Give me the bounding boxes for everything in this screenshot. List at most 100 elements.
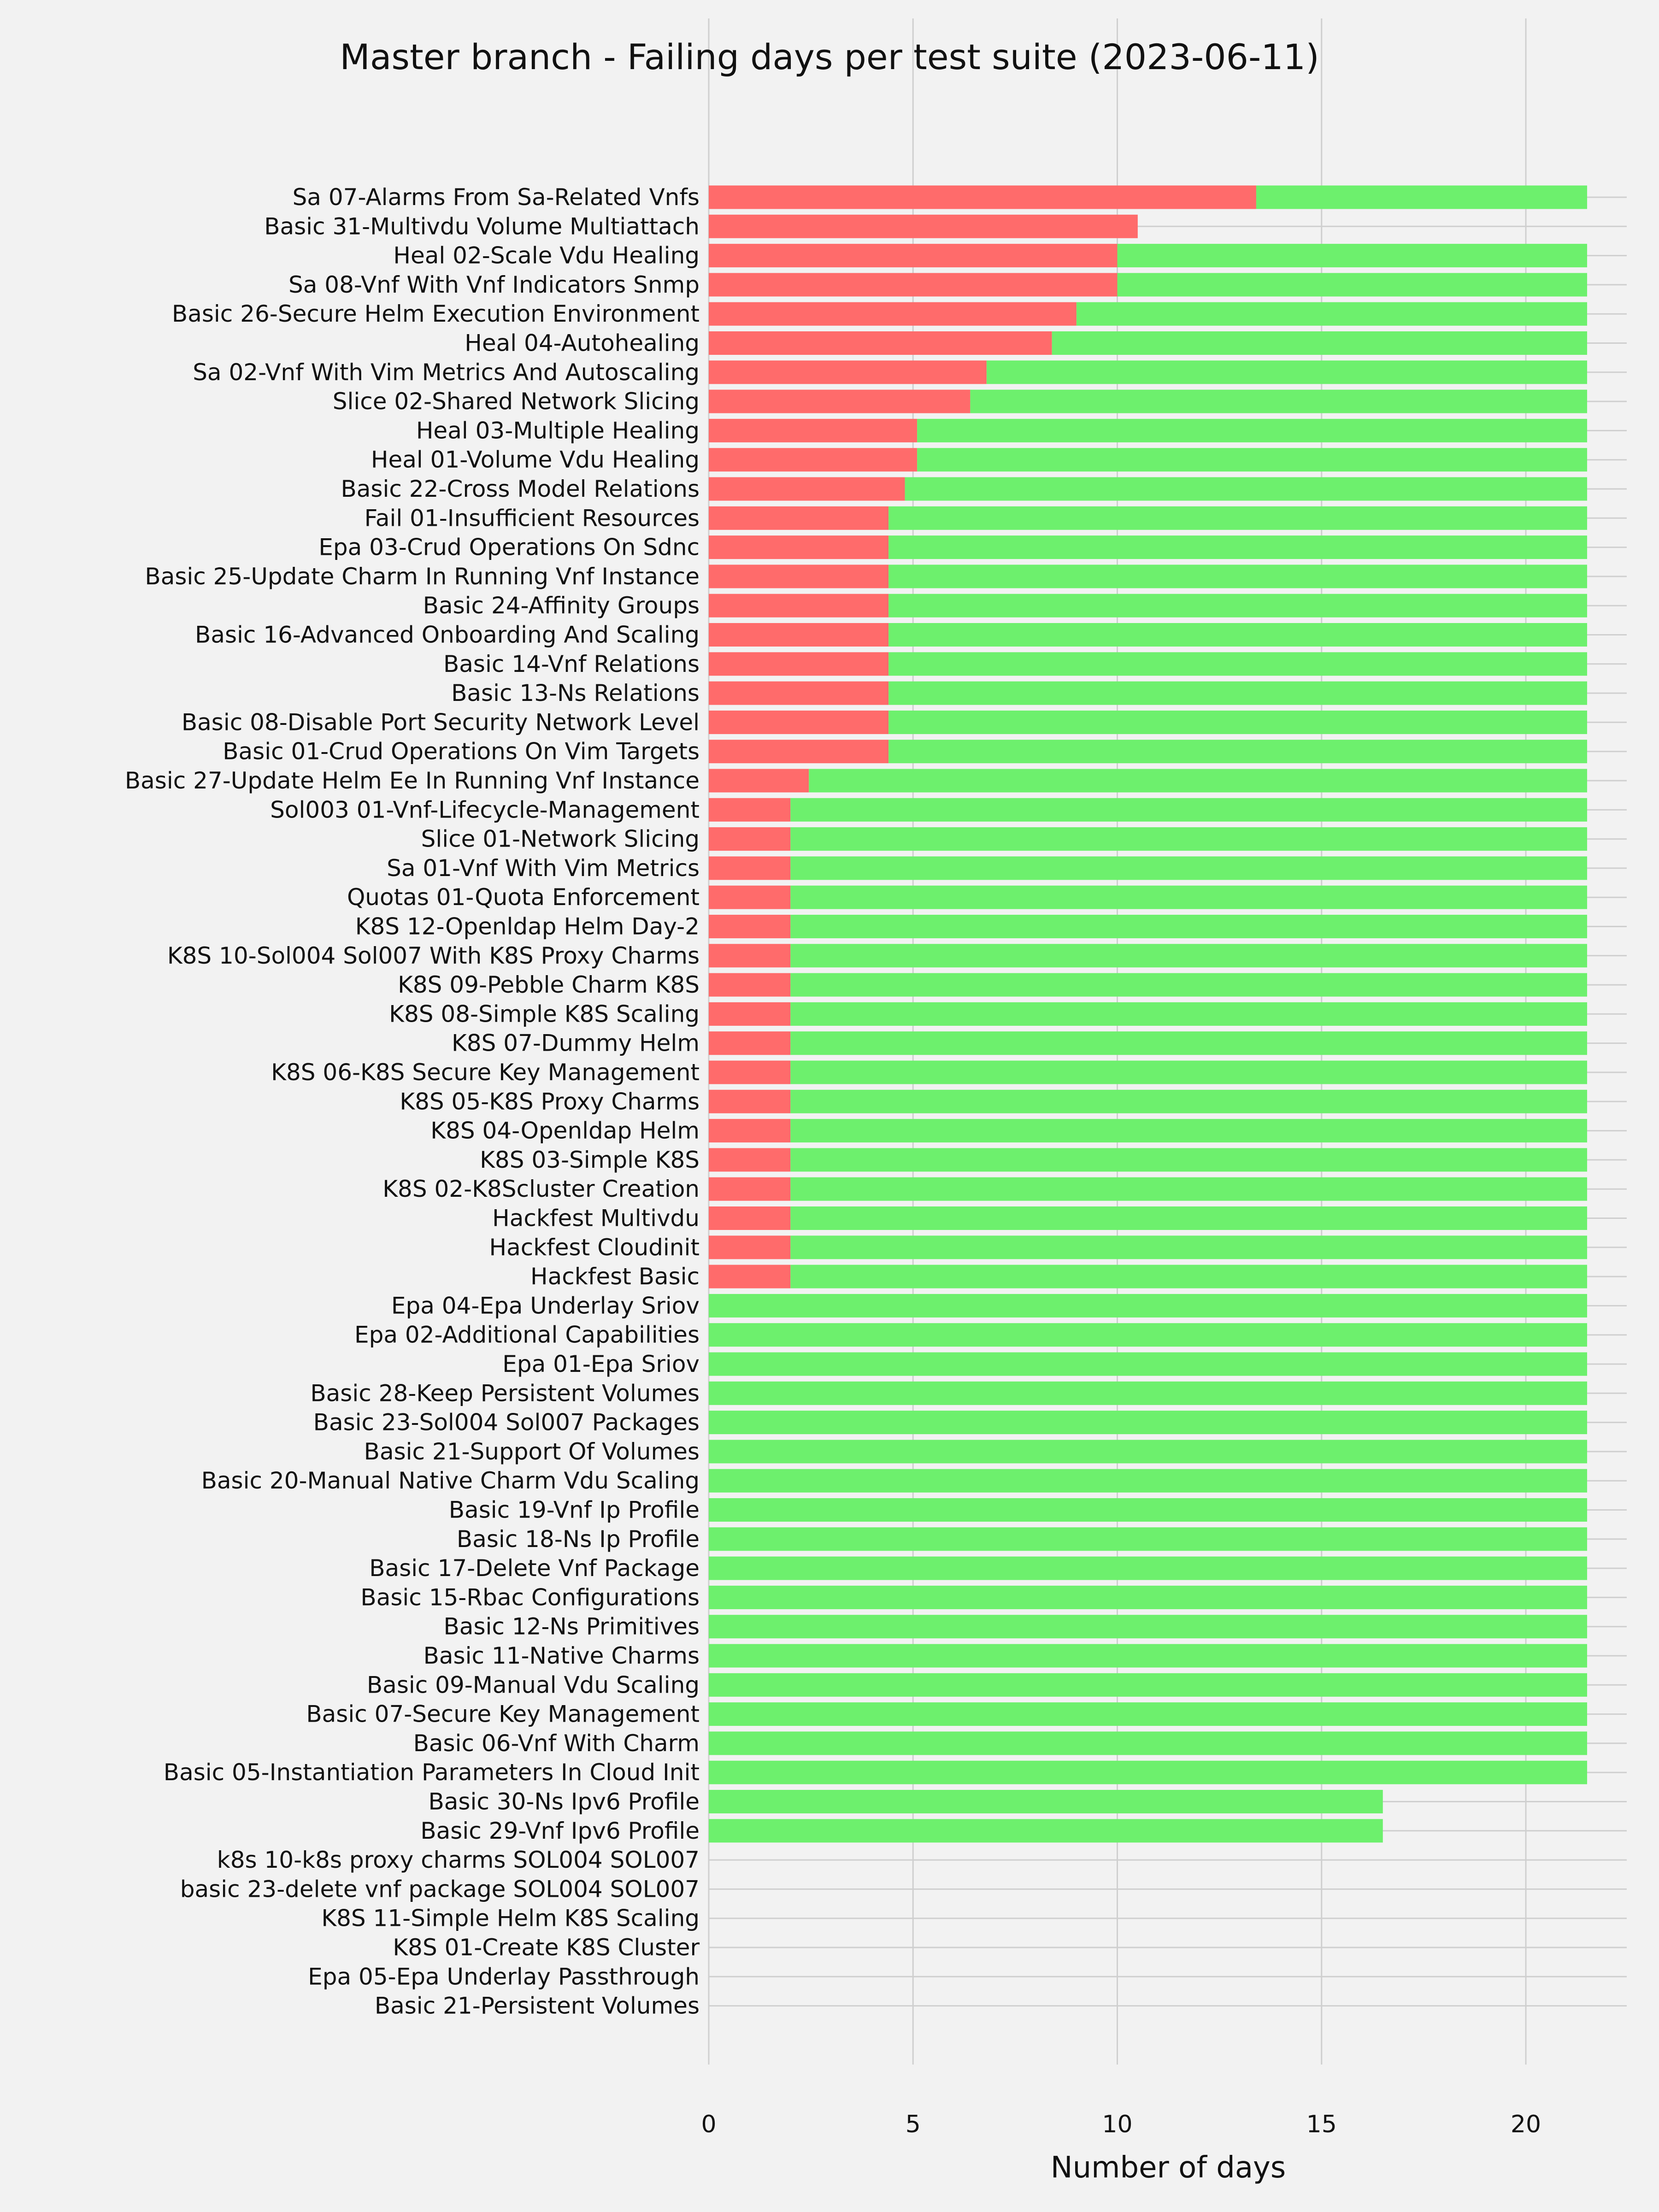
- y-tick-label-35: Hackfest Multivdu: [492, 1205, 700, 1232]
- y-tick-label-18: Basic 08-Disable Port Security Network L…: [182, 709, 700, 735]
- bar-segment-1-row-27: [790, 973, 1587, 997]
- bar-segment-1-row-22: [790, 827, 1587, 851]
- y-tick-label-55: Basic 30-Ns Ipv6 Profile: [428, 1788, 700, 1815]
- y-tick-label-1: Basic 31-Multivdu Volume Multiattach: [264, 213, 700, 240]
- y-tick-label-54: Basic 05-Instantiation Parameters In Clo…: [164, 1759, 700, 1786]
- y-tick-label-2: Heal 02-Scale Vdu Healing: [393, 242, 700, 269]
- y-tick-label-28: K8S 08-Simple K8S Scaling: [389, 1000, 700, 1027]
- bar-segment-1-row-42: [709, 1411, 1587, 1435]
- bar-segment-1-row-3: [1117, 273, 1587, 297]
- y-tick-label-56: Basic 29-Vnf Ipv6 Profile: [420, 1818, 700, 1844]
- y-tick-label-40: Epa 01-Epa Sriov: [502, 1351, 700, 1377]
- bar-segment-1-row-6: [986, 360, 1587, 384]
- y-tick-label-50: Basic 11-Native Charms: [424, 1642, 700, 1669]
- y-tick-label-4: Basic 26-Secure Helm Execution Environme…: [172, 300, 700, 327]
- bar-segment-1-row-25: [790, 915, 1587, 938]
- bar-segment-0-row-17: [709, 681, 889, 705]
- bar-segment-1-row-33: [790, 1148, 1587, 1172]
- bar-segment-1-row-44: [709, 1469, 1587, 1493]
- bar-segment-0-row-0: [709, 185, 1256, 209]
- bar-segment-1-row-11: [888, 506, 1587, 530]
- y-tick-label-49: Basic 12-Ns Primitives: [444, 1613, 700, 1640]
- bar-segment-1-row-13: [888, 565, 1587, 588]
- y-tick-label-58: basic 23-delete vnf package SOL004 SOL00…: [180, 1876, 700, 1902]
- y-tick-label-11: Fail 01-Insufficient Resources: [365, 505, 700, 531]
- y-tick-label-25: K8S 12-Openldap Helm Day-2: [355, 913, 700, 940]
- bar-segment-0-row-27: [709, 973, 791, 997]
- bar-segment-0-row-26: [709, 944, 791, 968]
- bar-segment-0-row-15: [709, 623, 889, 647]
- bar-segment-0-row-30: [709, 1060, 791, 1084]
- bar-segment-0-row-19: [709, 740, 889, 764]
- y-tick-label-32: K8S 04-Openldap Helm: [430, 1118, 700, 1144]
- y-tick-label-45: Basic 19-Vnf Ip Profile: [449, 1497, 700, 1524]
- bar-segment-0-row-36: [709, 1235, 791, 1259]
- bar-segment-1-row-17: [888, 681, 1587, 705]
- bar-segment-1-row-48: [709, 1585, 1587, 1609]
- y-tick-label-51: Basic 09-Manual Vdu Scaling: [367, 1671, 700, 1698]
- y-tick-label-47: Basic 17-Delete Vnf Package: [369, 1555, 700, 1582]
- bar-segment-1-row-39: [709, 1323, 1587, 1347]
- bar-segment-0-row-20: [709, 769, 809, 793]
- y-tick-label-23: Sa 01-Vnf With Vim Metrics: [387, 855, 700, 882]
- y-tick-label-39: Epa 02-Additional Capabilities: [354, 1322, 700, 1348]
- y-tick-label-20: Basic 27-Update Helm Ee In Running Vnf I…: [125, 767, 700, 794]
- bar-segment-0-row-16: [709, 652, 889, 676]
- bar-segment-1-row-20: [809, 769, 1587, 793]
- y-tick-label-57: k8s 10-k8s proxy charms SOL004 SOL007: [217, 1847, 700, 1873]
- bar-segment-0-row-8: [709, 418, 918, 442]
- bar-segment-1-row-36: [790, 1235, 1587, 1259]
- bar-segment-1-row-12: [888, 535, 1587, 559]
- bar-segment-0-row-33: [709, 1148, 791, 1172]
- y-tick-label-27: K8S 09-Pebble Charm K8S: [398, 971, 700, 998]
- y-tick-label-37: Hackfest Basic: [530, 1263, 700, 1290]
- y-tick-label-52: Basic 07-Secure Key Management: [306, 1701, 700, 1728]
- y-tick-label-44: Basic 20-Manual Native Charm Vdu Scaling: [201, 1467, 700, 1494]
- bar-segment-1-row-8: [917, 418, 1587, 442]
- y-tick-label-15: Basic 16-Advanced Onboarding And Scaling: [195, 622, 700, 648]
- y-tick-label-38: Epa 04-Epa Underlay Sriov: [391, 1292, 700, 1319]
- bar-segment-1-row-29: [790, 1031, 1587, 1055]
- y-tick-label-3: Sa 08-Vnf With Vnf Indicators Snmp: [288, 271, 700, 298]
- y-tick-label-17: Basic 13-Ns Relations: [451, 680, 700, 706]
- bar-segment-1-row-56: [709, 1819, 1383, 1843]
- y-tick-label-61: Epa 05-Epa Underlay Passthrough: [308, 1963, 700, 1990]
- y-tick-label-7: Slice 02-Shared Network Slicing: [333, 388, 700, 415]
- bar-segment-1-row-35: [790, 1206, 1587, 1230]
- bar-segment-1-row-41: [709, 1381, 1587, 1405]
- bar-segment-0-row-12: [709, 535, 889, 559]
- bar-segment-0-row-25: [709, 915, 791, 938]
- bar-segment-1-row-21: [790, 798, 1587, 822]
- y-tick-label-29: K8S 07-Dummy Helm: [452, 1030, 700, 1057]
- y-tick-label-46: Basic 18-Ns Ip Profile: [457, 1526, 700, 1553]
- bar-segment-0-row-4: [709, 302, 1077, 326]
- bar-segment-0-row-1: [709, 214, 1138, 238]
- bar-segment-0-row-11: [709, 506, 889, 530]
- bar-segment-1-row-23: [790, 856, 1587, 880]
- bar-segment-1-row-43: [709, 1440, 1587, 1464]
- x-tick-label-1: 5: [906, 2111, 921, 2138]
- bar-segment-1-row-34: [790, 1177, 1587, 1201]
- bar-segment-0-row-10: [709, 477, 905, 501]
- y-tick-label-60: K8S 01-Create K8S Cluster: [393, 1934, 700, 1961]
- bar-segment-1-row-51: [709, 1673, 1587, 1697]
- y-tick-label-16: Basic 14-Vnf Relations: [443, 651, 700, 677]
- bar-segment-0-row-2: [709, 244, 1118, 268]
- bar-segment-1-row-49: [709, 1615, 1587, 1639]
- bar-segment-1-row-26: [790, 944, 1587, 968]
- bar-segment-1-row-38: [709, 1294, 1587, 1318]
- bar-segment-0-row-34: [709, 1177, 791, 1201]
- bar-segment-1-row-30: [790, 1060, 1587, 1084]
- chart-title: Master branch - Failing days per test su…: [340, 36, 1319, 77]
- bar-segment-1-row-28: [790, 1002, 1587, 1026]
- bar-segment-1-row-40: [709, 1352, 1587, 1376]
- bar-segment-0-row-9: [709, 448, 918, 472]
- bar-segment-0-row-31: [709, 1089, 791, 1113]
- bar-segment-1-row-5: [1052, 331, 1587, 355]
- bar-segment-1-row-54: [709, 1760, 1587, 1784]
- y-tick-label-19: Basic 01-Crud Operations On Vim Targets: [223, 738, 700, 765]
- x-tick-label-3: 15: [1306, 2111, 1337, 2138]
- bar-segment-1-row-4: [1076, 302, 1587, 326]
- y-tick-label-34: K8S 02-K8Scluster Creation: [382, 1176, 700, 1202]
